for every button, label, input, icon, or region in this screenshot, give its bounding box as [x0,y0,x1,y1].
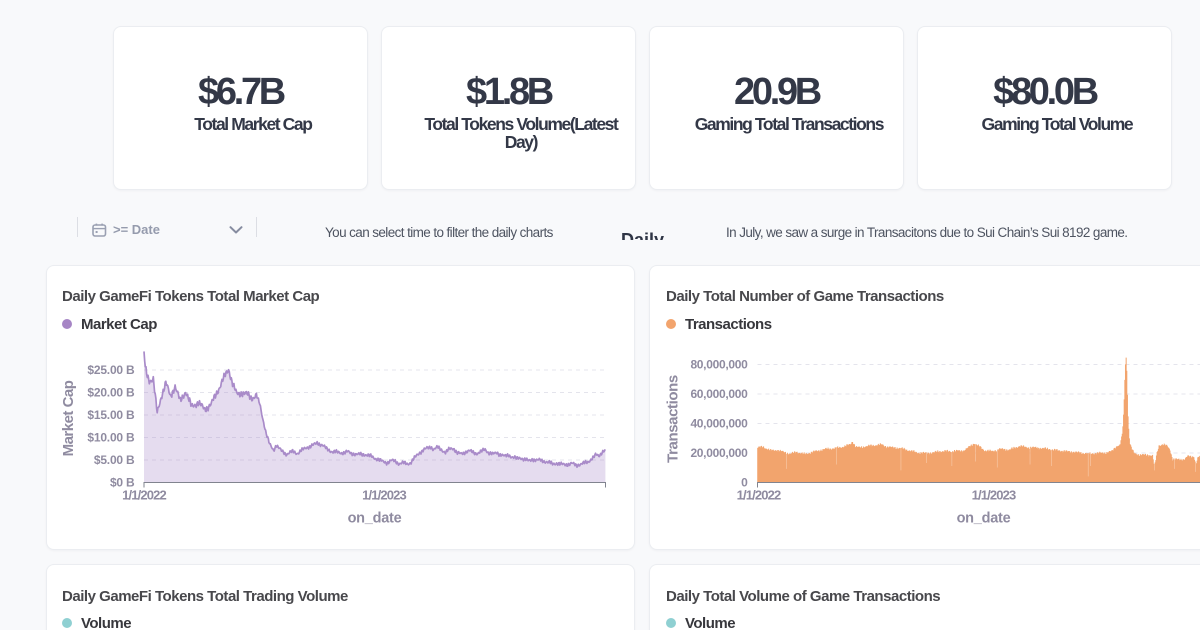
svg-text:on_date: on_date [957,511,1011,527]
svg-text:$20.00 B: $20.00 B [87,386,135,400]
svg-text:$10.00 B: $10.00 B [87,431,135,445]
svg-text:$15.00 B: $15.00 B [87,408,135,422]
svg-text:Transactions: Transactions [665,375,682,463]
svg-text:$0 B: $0 B [110,476,135,490]
svg-text:on_date: on_date [348,511,402,527]
svg-text:0: 0 [741,476,748,490]
svg-text:1/1/2023: 1/1/2023 [972,488,1016,503]
svg-text:1/1/2023: 1/1/2023 [362,488,406,503]
svg-text:$25.00 B: $25.00 B [87,363,135,377]
svg-text:20,000,000: 20,000,000 [690,446,748,460]
svg-text:60,000,000: 60,000,000 [690,387,748,401]
svg-text:Market Cap: Market Cap [60,380,77,456]
svg-text:1/1/2022: 1/1/2022 [737,488,781,503]
svg-text:$5.00 B: $5.00 B [94,453,135,467]
svg-text:80,000,000: 80,000,000 [690,358,748,372]
svg-text:1/1/2022: 1/1/2022 [122,488,166,503]
svg-text:40,000,000: 40,000,000 [690,417,748,431]
